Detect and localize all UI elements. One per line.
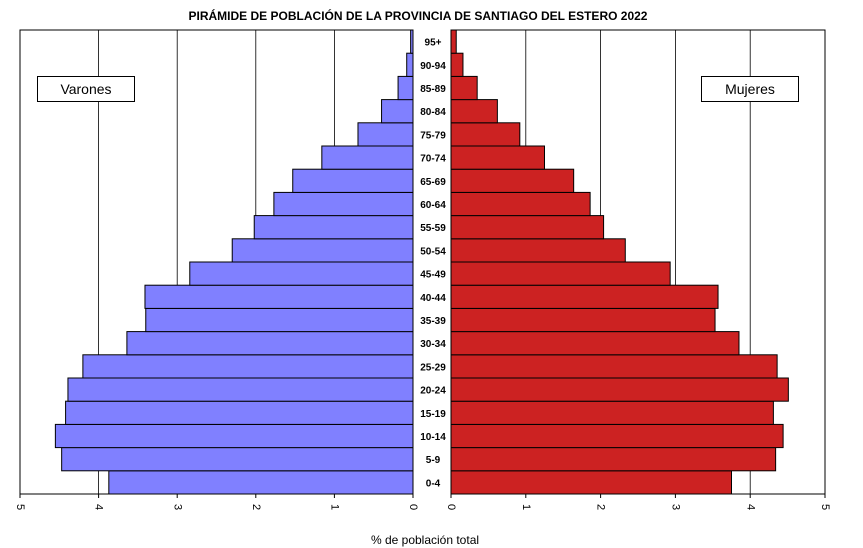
age-label: 70-74: [420, 154, 446, 165]
female-bar-70-74: [450, 145, 545, 170]
female-tick-label: 4: [744, 504, 756, 510]
female-tick-label: 5: [819, 504, 831, 510]
female-bar-60-64: [450, 191, 591, 217]
female-bar-40-44: [450, 284, 719, 309]
female-bar-10-14: [450, 423, 784, 449]
male-bar-50-54: [231, 238, 414, 263]
female-bar-5-9: [450, 447, 777, 472]
male-bar-10-14: [54, 423, 414, 449]
male-tick-label: 5: [14, 504, 26, 510]
male-bar-90-94: [406, 52, 414, 77]
female-tick-label: 1: [520, 504, 532, 510]
female-bar-20-24: [450, 377, 789, 402]
female-bar-90-94: [450, 52, 464, 77]
age-label: 30-34: [420, 339, 446, 350]
age-label: 55-59: [420, 223, 446, 234]
female-bar-95+: [450, 29, 457, 54]
male-bar-35-39: [145, 307, 414, 333]
male-bar-60-64: [273, 191, 414, 217]
male-tick-label: 3: [171, 504, 183, 510]
male-bar-5-9: [61, 447, 414, 472]
age-label: 85-89: [420, 84, 446, 95]
male-bar-20-24: [67, 377, 414, 402]
male-bar-95+: [410, 29, 414, 54]
male-bar-65-69: [292, 168, 414, 193]
male-axis-ticks: 5 4 3 2 1 0: [14, 494, 419, 510]
male-bar-85-89: [397, 75, 414, 101]
male-tick-label: 0: [407, 504, 419, 510]
male-bar-70-74: [321, 145, 414, 170]
female-axis-ticks: 0 1 2 3 4 5: [445, 494, 831, 510]
female-plot-area: [450, 29, 826, 495]
age-label: 20-24: [420, 386, 446, 397]
age-label: 15-19: [420, 409, 446, 420]
x-axis-label: % de población total: [371, 533, 479, 547]
female-bar-80-84: [450, 99, 498, 124]
chart-title: PIRÁMIDE DE POBLACIÓN DE LA PROVINCIA DE…: [189, 8, 648, 23]
male-tick-label: 1: [328, 504, 340, 510]
female-bar-75-79: [450, 122, 521, 147]
female-bar-65-69: [450, 168, 575, 193]
female-bar-35-39: [450, 307, 716, 333]
male-bar-15-19: [65, 400, 414, 425]
female-tick-label: 2: [595, 504, 607, 510]
age-group-labels: 0-4 5-9 10-14 15-19 20-24 25-29 30-34 35-39 40-4…: [420, 38, 446, 490]
female-bar-0-4: [450, 470, 732, 495]
age-label: 10-14: [420, 432, 446, 443]
age-label: 50-54: [420, 246, 446, 257]
age-label: 80-84: [420, 107, 446, 118]
male-bar-80-84: [381, 99, 414, 124]
female-bar-85-89: [450, 75, 478, 101]
age-label: 65-69: [420, 177, 446, 188]
male-bar-30-34: [126, 331, 414, 356]
female-bar-55-59: [450, 215, 605, 240]
age-label: 45-49: [420, 270, 446, 281]
female-tick-label: 0: [445, 504, 457, 510]
male-tick-label: 2: [250, 504, 262, 510]
legend-varones: Varones: [37, 76, 135, 102]
age-label: 35-39: [420, 316, 446, 327]
male-bar-40-44: [144, 284, 414, 309]
male-bar-0-4: [108, 470, 414, 495]
age-label: 25-29: [420, 362, 446, 373]
female-bar-45-49: [450, 261, 671, 286]
age-label: 90-94: [420, 61, 446, 72]
male-tick-label: 4: [93, 504, 105, 510]
male-bar-45-49: [189, 261, 414, 286]
legend-mujeres: Mujeres: [701, 76, 799, 102]
age-label: 95+: [425, 38, 442, 49]
male-bar-75-79: [357, 122, 414, 147]
age-label: 75-79: [420, 130, 446, 141]
female-tick-label: 3: [669, 504, 681, 510]
male-bar-25-29: [82, 354, 414, 379]
female-bar-30-34: [450, 331, 740, 356]
age-label: 40-44: [420, 293, 446, 304]
age-label: 60-64: [420, 200, 446, 211]
male-bar-55-59: [253, 215, 414, 240]
male-plot-area: [19, 29, 414, 495]
female-bar-50-54: [450, 238, 626, 263]
female-bar-25-29: [450, 354, 778, 379]
age-label: 0-4: [426, 478, 441, 489]
age-label: 5-9: [426, 455, 441, 466]
female-bar-15-19: [450, 400, 774, 425]
